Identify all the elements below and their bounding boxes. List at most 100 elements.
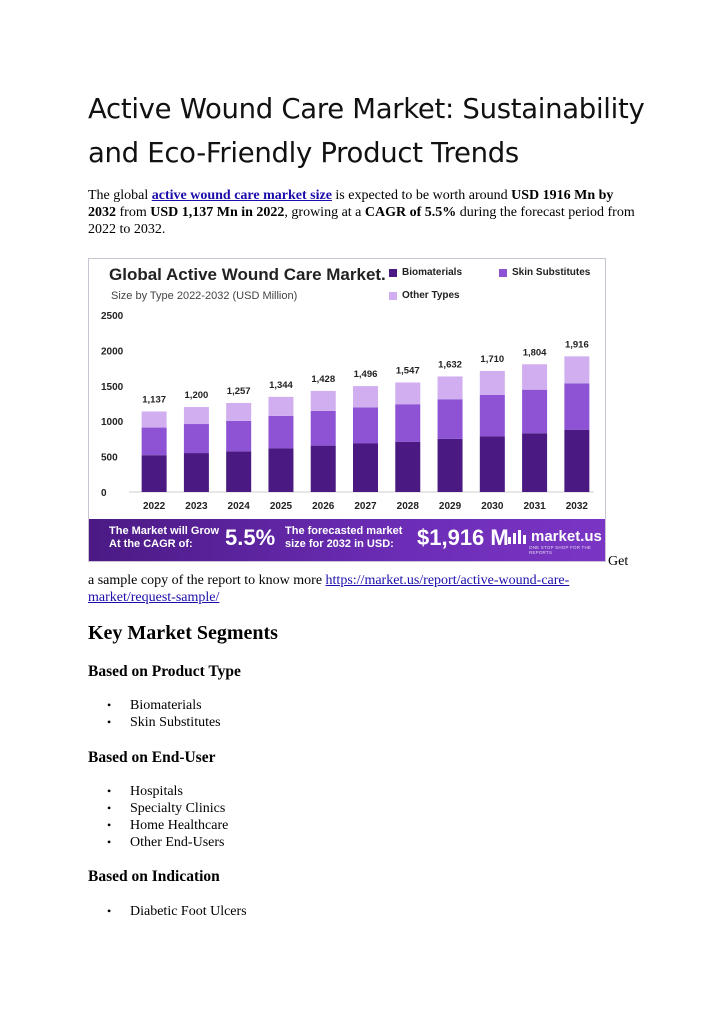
intro-text-1: The global [88, 188, 152, 203]
market-us-logo: market.us [507, 528, 602, 545]
intro-bold-1: USD 1916 Mn by 2032 [88, 188, 614, 220]
bar-total-label: 1,257 [227, 386, 251, 397]
y-tick-label: 2000 [101, 346, 124, 357]
bar-total-label: 1,428 [311, 374, 335, 385]
bar-segment-biomaterials [183, 453, 209, 492]
y-tick-label: 1500 [101, 382, 124, 393]
bar-segment-biomaterials [268, 448, 294, 492]
sample-text: a sample copy of the report to know more [88, 573, 326, 588]
bar-total-label: 1,547 [396, 365, 420, 376]
bar-segment-skin-substitutes [522, 389, 548, 434]
bar-segment-skin-substitutes [564, 383, 590, 430]
banner-forecast-label: The forecasted market size for 2032 in U… [285, 525, 403, 550]
x-tick-label: 2022 [143, 501, 166, 512]
y-tick-label: 500 [101, 453, 118, 464]
product-type-list: Biomaterials Skin Substitutes [88, 697, 221, 731]
bar-total-label: 1,137 [142, 395, 166, 406]
intro-text-4: , growing at a [284, 205, 365, 220]
banner-cagr-value: 5.5% [225, 525, 276, 550]
sample-report-link[interactable]: https://market.us/report/active-wound-ca… [88, 573, 570, 605]
legend-item-other-types: Other Types [389, 290, 460, 301]
x-tick-label: 2032 [566, 501, 589, 512]
bar-segment-other-types [395, 382, 421, 405]
bar-segment-skin-substitutes [437, 399, 463, 439]
legend-label: Other Types [402, 290, 460, 301]
chart-subtitle: Size by Type 2022-2032 (USD Million) [111, 290, 298, 302]
legend-label: Biomaterials [402, 267, 463, 278]
x-tick-label: 2029 [439, 501, 462, 512]
list-item: Biomaterials [107, 697, 221, 714]
intro-bold-3: CAGR of 5.5% [364, 205, 457, 220]
bar-segment-skin-substitutes [395, 404, 421, 442]
sample-get-text: Get [608, 554, 629, 569]
x-tick-label: 2024 [228, 501, 251, 512]
bar-total-label: 1,200 [185, 390, 209, 401]
bar-segment-biomaterials [564, 429, 590, 492]
bar-segment-skin-substitutes [310, 410, 336, 446]
x-tick-label: 2026 [312, 501, 335, 512]
logo-tagline: ONE STOP SHOP FOR THE REPORTS [529, 545, 592, 555]
bar-segment-biomaterials [141, 455, 167, 492]
banner-forecast-value: $1,916 M [417, 525, 509, 550]
x-tick-label: 2030 [481, 501, 504, 512]
market-us-logo-icon [508, 529, 526, 544]
segment-heading-end-user: Based on End-User [88, 749, 216, 766]
sample-paragraph: a sample copy of the report to know more… [88, 572, 636, 606]
bar-segment-other-types [141, 411, 167, 428]
logo-text: market.us [531, 528, 602, 545]
bar-segment-other-types [479, 370, 505, 396]
bar-segment-other-types [437, 376, 463, 400]
x-tick-label: 2028 [397, 501, 420, 512]
bar-segment-other-types [268, 396, 294, 416]
list-item: Home Healthcare [107, 817, 228, 834]
end-user-list: Hospitals Specialty Clinics Home Healthc… [88, 783, 228, 851]
chart-title: Global Active Wound Care Market. [109, 265, 386, 284]
bar-segment-skin-substitutes [268, 415, 294, 449]
segments-heading: Key Market Segments [88, 622, 278, 644]
legend-swatch [389, 291, 397, 300]
bar-segment-other-types [353, 386, 378, 408]
bar-segment-skin-substitutes [141, 427, 167, 456]
bar-segment-biomaterials [226, 451, 252, 492]
bar-segment-skin-substitutes [353, 407, 378, 444]
bar-segment-other-types [564, 356, 590, 384]
page-title: Active Wound Care Market: Sustainability… [88, 93, 645, 169]
x-tick-label: 2025 [270, 501, 293, 512]
bar-total-label: 1,804 [523, 347, 547, 358]
bar-total-label: 1,916 [565, 339, 589, 350]
legend-swatch [389, 268, 397, 277]
bar-segment-other-types [310, 390, 336, 411]
cagr-banner: The Market will Grow At the CAGR of: 5.5… [89, 519, 605, 561]
market-chart-figure: Global Active Wound Care Market. Size by… [88, 258, 606, 562]
bar-total-label: 1,344 [269, 380, 293, 391]
bar-segment-biomaterials [395, 441, 421, 492]
intro-paragraph: The global active wound care market size… [88, 187, 636, 238]
y-tick-label: 2500 [101, 311, 124, 322]
bar-segment-other-types [522, 364, 548, 390]
legend-item-biomaterials: Biomaterials [389, 267, 462, 278]
bar-segment-other-types [183, 407, 209, 425]
intro-text-5: during the forecast period from 2022 to … [88, 205, 635, 237]
indication-list: Diabetic Foot Ulcers [88, 903, 247, 920]
intro-text-3: from [116, 205, 151, 220]
legend-label: Skin Substitutes [512, 267, 591, 278]
bar-total-label: 1,496 [354, 369, 378, 380]
segment-heading-product-type: Based on Product Type [88, 663, 241, 680]
bar-segment-biomaterials [479, 436, 505, 492]
segment-heading-indication: Based on Indication [88, 868, 220, 885]
banner-cagr-label: The Market will Grow At the CAGR of: [109, 525, 220, 550]
list-item: Specialty Clinics [107, 800, 228, 817]
market-size-link[interactable]: active wound care market size [151, 188, 332, 203]
bar-segment-skin-substitutes [226, 420, 252, 452]
bar-segment-biomaterials [437, 438, 463, 492]
bar-segment-other-types [226, 403, 252, 421]
y-tick-label: 1000 [101, 417, 124, 428]
x-tick-label: 2023 [185, 501, 208, 512]
bar-total-label: 1,710 [480, 354, 504, 365]
list-item: Diabetic Foot Ulcers [107, 903, 247, 920]
intro-text-2: is expected to be worth around [331, 188, 512, 203]
bar-segment-skin-substitutes [479, 395, 505, 437]
list-item: Skin Substitutes [107, 714, 221, 731]
list-item: Other End-Users [107, 834, 228, 851]
bar-total-label: 1,632 [438, 359, 462, 370]
